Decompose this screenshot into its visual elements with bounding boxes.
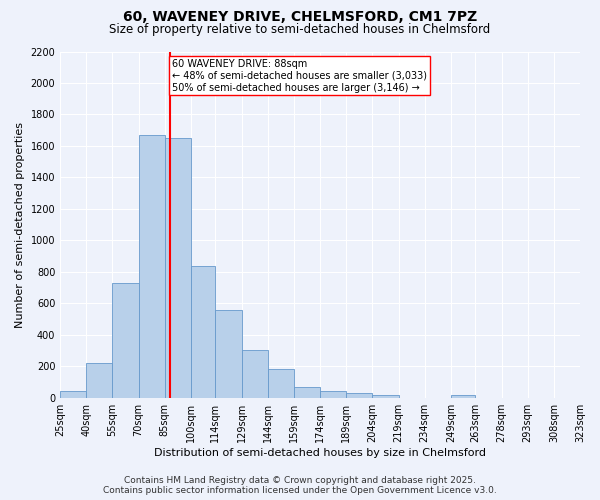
Bar (60, 392, 86, 398)
Bar (268, 368, 294, 398)
Bar (346, 393, 373, 398)
Bar (86, 363, 112, 398)
Bar (112, 283, 139, 398)
Text: Size of property relative to semi-detached houses in Chelmsford: Size of property relative to semi-detach… (109, 22, 491, 36)
Bar (215, 310, 242, 398)
X-axis label: Distribution of semi-detached houses by size in Chelmsford: Distribution of semi-detached houses by … (154, 448, 486, 458)
Bar (294, 386, 320, 398)
Text: 60, WAVENEY DRIVE, CHELMSFORD, CM1 7PZ: 60, WAVENEY DRIVE, CHELMSFORD, CM1 7PZ (123, 10, 477, 24)
Text: Contains HM Land Registry data © Crown copyright and database right 2025.
Contai: Contains HM Land Registry data © Crown c… (103, 476, 497, 495)
Text: 60 WAVENEY DRIVE: 88sqm
← 48% of semi-detached houses are smaller (3,033)
50% of: 60 WAVENEY DRIVE: 88sqm ← 48% of semi-de… (172, 60, 427, 92)
Bar (451, 396, 475, 398)
Bar (165, 138, 191, 398)
Bar (139, 135, 165, 398)
Bar (242, 350, 268, 398)
Bar (191, 266, 215, 398)
Bar (373, 394, 398, 398)
Y-axis label: Number of semi-detached properties: Number of semi-detached properties (15, 122, 25, 328)
Bar (320, 392, 346, 398)
